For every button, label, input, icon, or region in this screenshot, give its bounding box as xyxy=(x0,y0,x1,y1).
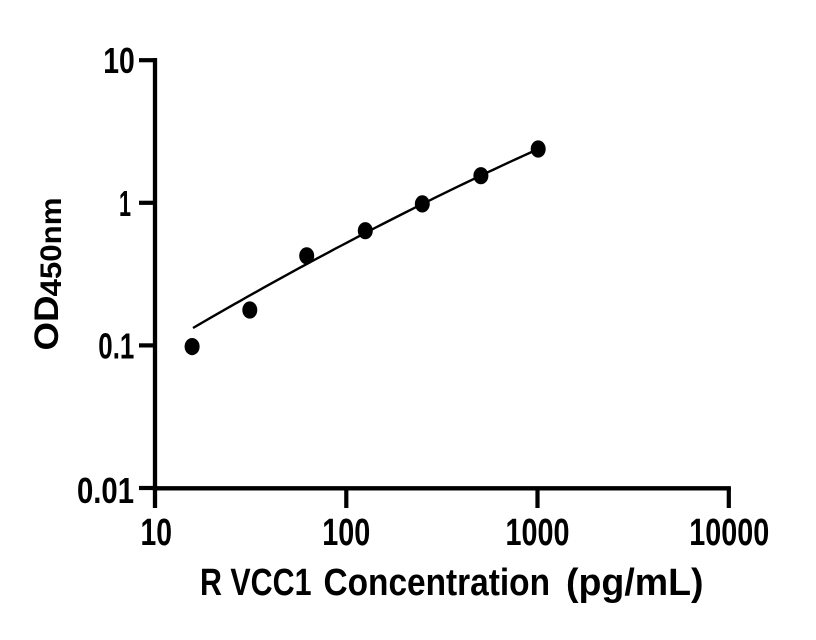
svg-text:(pg/mL): (pg/mL) xyxy=(566,562,704,604)
svg-text:0.01: 0.01 xyxy=(77,470,134,511)
svg-text:100: 100 xyxy=(322,512,370,554)
svg-text:450nm: 450nm xyxy=(35,198,68,297)
svg-text:0.1: 0.1 xyxy=(98,326,134,367)
svg-text:1000: 1000 xyxy=(506,512,570,554)
svg-text:OD: OD xyxy=(28,296,66,351)
svg-text:10: 10 xyxy=(141,512,173,554)
svg-text:R VCC1: R VCC1 xyxy=(200,562,312,604)
svg-text:10000: 10000 xyxy=(689,512,769,554)
svg-text:1: 1 xyxy=(119,183,131,224)
svg-text:10: 10 xyxy=(103,40,135,81)
svg-text:Concentration: Concentration xyxy=(324,562,551,604)
